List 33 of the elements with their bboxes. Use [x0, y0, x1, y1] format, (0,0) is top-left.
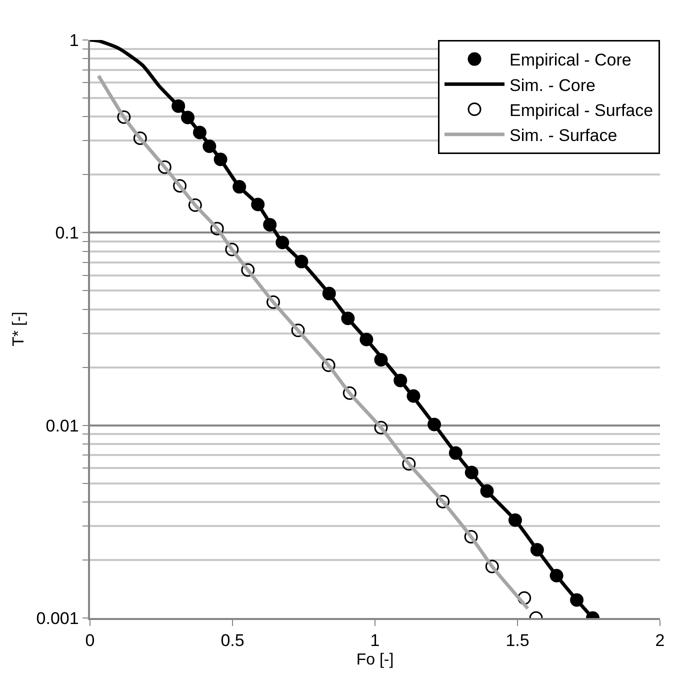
x-tick-label: 2: [655, 631, 665, 650]
legend-label: Empirical - Surface: [510, 100, 654, 120]
point: [225, 242, 239, 256]
point: [241, 263, 255, 277]
legend-label: Empirical - Core: [510, 50, 632, 70]
point: [322, 358, 336, 372]
point: [210, 222, 224, 236]
x-tick-label: 1.5: [506, 631, 530, 650]
point: [485, 560, 499, 574]
point: [117, 110, 131, 124]
y-tick-label: 0.01: [46, 416, 79, 436]
x-axis-title: Fo [-]: [356, 651, 394, 668]
point: [158, 160, 172, 174]
point: [291, 324, 305, 338]
point: [133, 132, 147, 146]
point: [402, 457, 416, 471]
x-tick-label: 0: [85, 631, 95, 650]
point: [266, 295, 280, 309]
point: [188, 198, 202, 212]
point: [436, 494, 450, 508]
legend-label: Sim. - Core: [510, 76, 596, 95]
y-axis-title: T* [-]: [10, 312, 28, 346]
y-tick-label: 0.001: [36, 608, 79, 628]
legend-label: Sim. - Surface: [510, 126, 618, 145]
y-tick-label: 0.1: [55, 224, 79, 243]
x-tick-label: 1: [370, 631, 380, 650]
point: [518, 591, 532, 605]
point: [173, 179, 187, 193]
point: [464, 530, 478, 544]
point: [374, 420, 388, 434]
y-tick-label: 1: [69, 30, 79, 50]
x-tick-label: 0.5: [220, 631, 244, 650]
point: [342, 386, 356, 400]
